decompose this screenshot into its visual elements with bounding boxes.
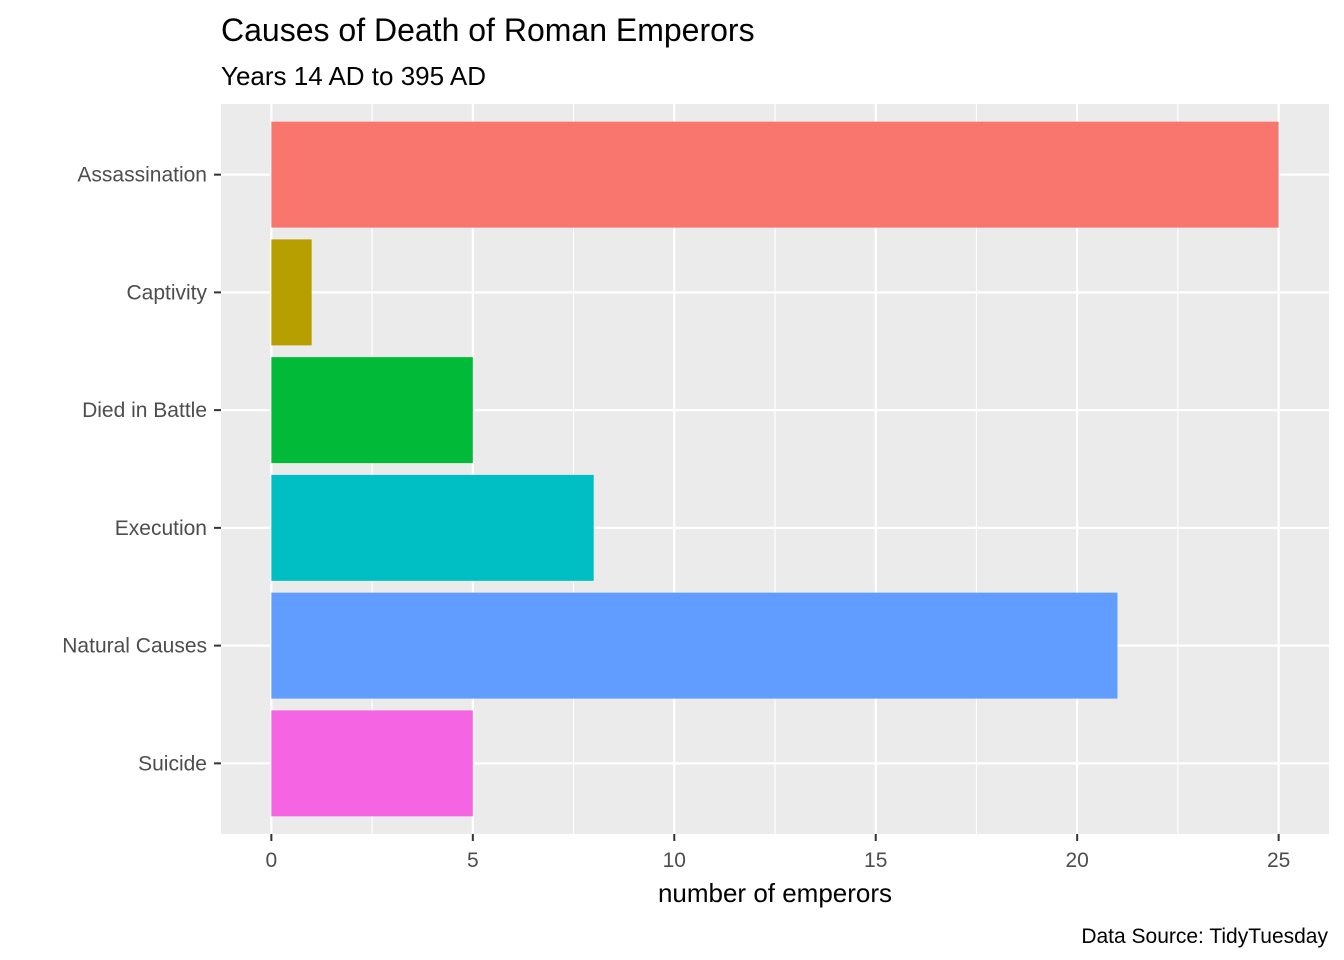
y-tick-label: Captivity xyxy=(126,281,207,304)
bar-suicide xyxy=(271,710,473,817)
bar-captivity xyxy=(271,239,312,346)
x-tick-label: 5 xyxy=(467,849,479,872)
y-tick-label: Died in Battle xyxy=(82,399,207,422)
y-tick-label: Execution xyxy=(115,517,207,540)
y-tick-label: Natural Causes xyxy=(62,635,207,658)
x-axis-title: number of emperors xyxy=(658,878,892,908)
x-tick-label: 25 xyxy=(1267,849,1290,872)
x-tick-label: 0 xyxy=(266,849,278,872)
y-tick-label: Assassination xyxy=(77,164,207,187)
x-tick-label: 20 xyxy=(1066,849,1089,872)
x-tick-label: 15 xyxy=(864,849,887,872)
bar-assassination xyxy=(271,121,1279,228)
bar-died-in-battle xyxy=(271,357,473,464)
chart-subtitle: Years 14 AD to 395 AD xyxy=(221,61,486,91)
bar-execution xyxy=(271,474,594,581)
y-axis: Assassination Captivity Died in Battle Exec… xyxy=(62,164,221,775)
chart-caption: Data Source: TidyTuesday xyxy=(1081,925,1328,948)
chart-title: Causes of Death of Roman Emperors xyxy=(221,12,755,48)
bars xyxy=(271,121,1279,817)
bar-natural-causes xyxy=(271,592,1118,699)
x-axis: 0 5 10 15 20 25 xyxy=(266,834,1290,872)
x-tick-label: 10 xyxy=(663,849,686,872)
y-tick-label: Suicide xyxy=(138,752,207,775)
